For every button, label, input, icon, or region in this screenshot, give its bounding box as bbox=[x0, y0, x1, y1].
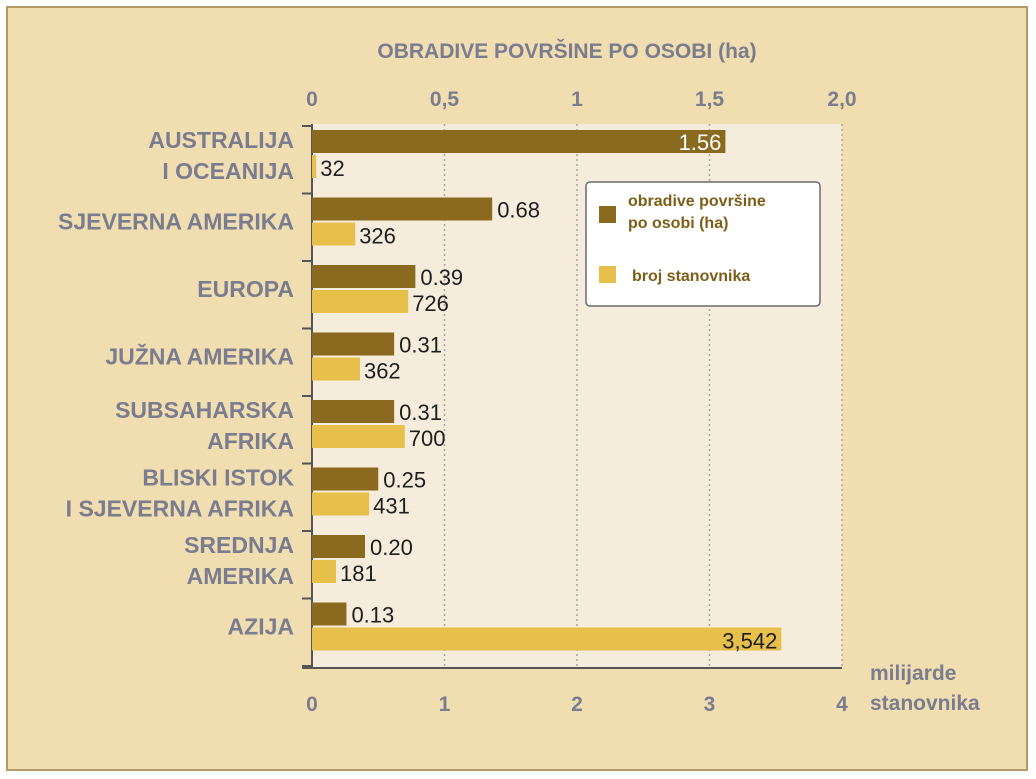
category-label: AUSTRALIJA bbox=[148, 127, 294, 153]
bar-value-label: 1.56 bbox=[679, 130, 722, 155]
top-tick-label: 0,5 bbox=[430, 88, 460, 111]
bar-land-per-person[interactable] bbox=[312, 535, 365, 558]
category-label: EUROPA bbox=[197, 276, 294, 302]
category-label: SUBSAHARSKA bbox=[115, 397, 294, 423]
bar-population[interactable] bbox=[312, 560, 336, 583]
bottom-tick-label: 4 bbox=[836, 693, 848, 716]
category-label: SREDNJA bbox=[184, 532, 294, 558]
top-tick-label: 2,0 bbox=[827, 88, 856, 111]
bar-value-label: 32 bbox=[320, 156, 344, 181]
bar-land-per-person[interactable] bbox=[312, 467, 379, 491]
bar-value-label: 181 bbox=[340, 561, 377, 586]
legend-swatch-population bbox=[599, 266, 616, 283]
bar-land-per-person[interactable] bbox=[312, 400, 395, 423]
legend-swatch-land bbox=[599, 206, 616, 223]
bar-value-label: 0.13 bbox=[351, 603, 394, 628]
top-tick-label: 1 bbox=[571, 88, 583, 111]
category-label: SJEVERNA AMERIKA bbox=[58, 209, 294, 235]
category-label: AFRIKA bbox=[207, 428, 294, 454]
bar-value-label: 0.25 bbox=[383, 468, 426, 493]
bar-land-per-person[interactable] bbox=[312, 130, 726, 153]
bottom-axis-title: milijarde bbox=[870, 662, 956, 685]
chart-frame: OBRADIVE POVRŠINE PO OSOBI (ha) 0 0,5 1 1,5 2… bbox=[6, 6, 1028, 771]
bar-value-label: 326 bbox=[359, 224, 396, 249]
category-label: I SJEVERNA AFRIKA bbox=[66, 496, 294, 522]
category-label: JUŽNA AMERIKA bbox=[105, 343, 294, 370]
category-label: AZIJA bbox=[228, 614, 294, 640]
legend-box bbox=[585, 181, 821, 307]
chart: OBRADIVE POVRŠINE PO OSOBI (ha) 0 0,5 1 1,5 2… bbox=[58, 39, 980, 716]
category-label: AMERIKA bbox=[187, 563, 294, 589]
bar-land-per-person[interactable] bbox=[312, 332, 395, 356]
bottom-tick-label: 3 bbox=[704, 693, 716, 716]
bar-value-label: 726 bbox=[412, 291, 449, 316]
legend-label-population: broj stanovnika bbox=[632, 268, 750, 285]
bar-value-label: 0.31 bbox=[399, 333, 442, 358]
bar-population[interactable] bbox=[312, 627, 782, 651]
bottom-tick-label: 1 bbox=[439, 693, 451, 716]
legend-label-land: obradive površine bbox=[628, 193, 766, 210]
bar-population[interactable] bbox=[312, 155, 317, 178]
bar-value-label: 362 bbox=[364, 359, 401, 384]
top-tick-label: 0 bbox=[306, 88, 318, 111]
bar-population[interactable] bbox=[312, 357, 360, 381]
bar-value-label: 3,542 bbox=[722, 629, 777, 654]
bar-value-label: 0.20 bbox=[370, 535, 413, 560]
legend-label-land: po osobi (ha) bbox=[628, 215, 728, 232]
bar-population[interactable] bbox=[312, 290, 409, 313]
top-tick-label: 1,5 bbox=[695, 88, 725, 111]
bar-value-label: 0.39 bbox=[420, 265, 463, 290]
bar-value-label: 0.68 bbox=[497, 198, 540, 223]
bottom-axis-title: stanovnika bbox=[870, 692, 980, 715]
bar-land-per-person[interactable] bbox=[312, 602, 347, 626]
bar-land-per-person[interactable] bbox=[312, 265, 416, 288]
bar-population[interactable] bbox=[312, 492, 370, 516]
bar-value-label: 700 bbox=[409, 426, 446, 451]
bar-population[interactable] bbox=[312, 222, 356, 246]
bar-value-label: 431 bbox=[373, 494, 410, 519]
bar-value-label: 0.31 bbox=[399, 400, 442, 425]
category-label: BLISKI ISTOK bbox=[142, 465, 294, 491]
bar-land-per-person[interactable] bbox=[312, 197, 493, 221]
top-axis-title: OBRADIVE POVRŠINE PO OSOBI (ha) bbox=[377, 39, 756, 63]
category-label: I OCEANIJA bbox=[162, 158, 294, 184]
bottom-tick-label: 0 bbox=[306, 693, 318, 716]
bottom-tick-label: 2 bbox=[571, 693, 583, 716]
bar-population[interactable] bbox=[312, 425, 405, 448]
